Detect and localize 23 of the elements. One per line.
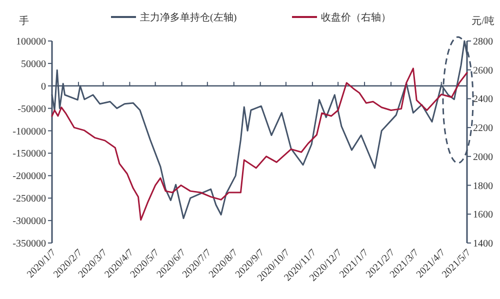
line-series (51, 68, 468, 221)
y-tick-label: 0 (41, 81, 46, 92)
y2-tick-label: 2400 (473, 94, 493, 106)
y2-tick-label: 1800 (473, 180, 493, 192)
y-tick-label: 100000 (16, 36, 46, 48)
y-tick-label: -350000 (12, 238, 46, 250)
y2-tick-label: 2800 (473, 36, 493, 48)
y-tick-label: -250000 (12, 194, 46, 205)
y2-tick-label: 1600 (473, 210, 493, 221)
y2-axis-title: 元/吨 (472, 15, 494, 27)
y2-tick-label: 2600 (473, 65, 493, 76)
y2-tick-label: 2200 (473, 123, 493, 134)
y-tick-label: -150000 (12, 148, 46, 160)
y-tick-label: -300000 (12, 216, 46, 228)
y-tick-label: -200000 (12, 171, 46, 182)
y-tick-label: -50000 (18, 104, 46, 115)
y-tick-label: 50000 (21, 58, 46, 70)
y-tick-label: -100000 (12, 126, 46, 138)
y-axis-title: 手 (19, 15, 29, 27)
legend-label: 主力净多单持仓(左轴) (140, 12, 237, 24)
legend-label: 收盘价（右轴） (321, 12, 391, 24)
y2-tick-label: 2000 (473, 152, 493, 163)
y2-tick-label: 1400 (473, 238, 493, 250)
